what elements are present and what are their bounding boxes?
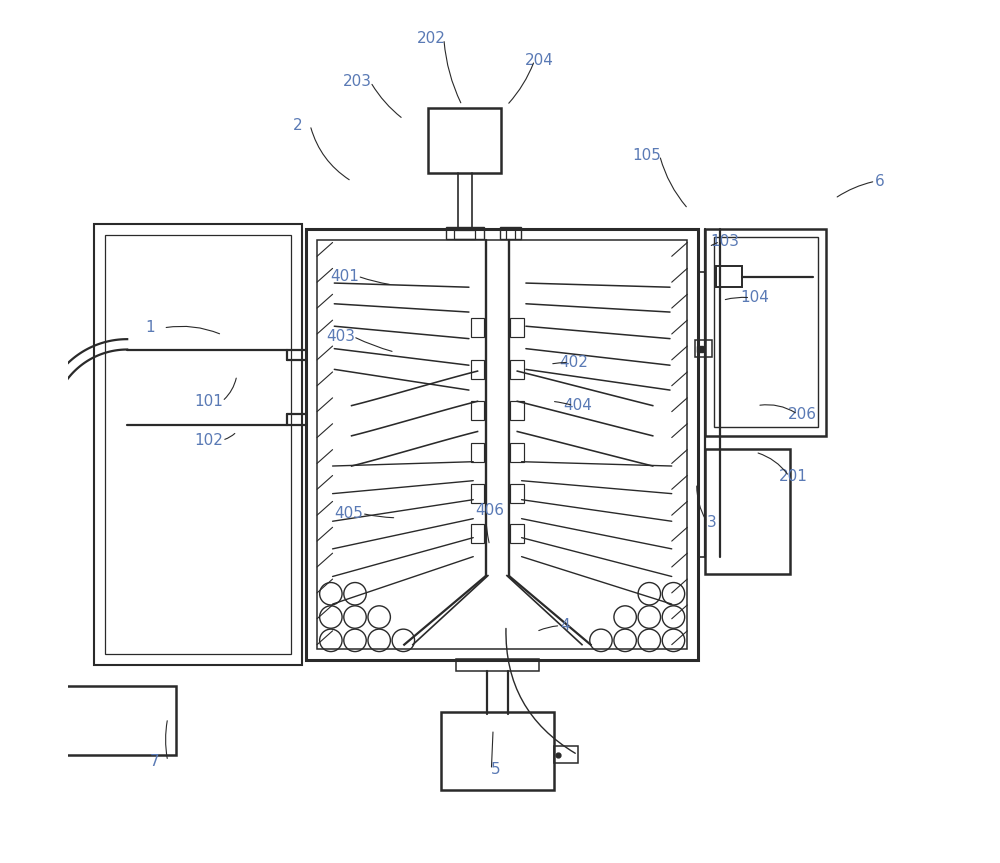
Bar: [705, 229, 826, 436]
Bar: [471, 443, 484, 462]
Bar: [317, 240, 687, 649]
Text: 101: 101: [195, 394, 224, 409]
Bar: [510, 524, 524, 543]
Bar: [456, 659, 539, 671]
Text: 404: 404: [563, 398, 592, 413]
Text: 206: 206: [788, 406, 817, 422]
Text: 201: 201: [779, 469, 808, 484]
Bar: [716, 266, 742, 287]
Text: 105: 105: [632, 148, 661, 163]
Bar: [510, 443, 524, 462]
Text: 2: 2: [292, 117, 302, 133]
Bar: [105, 235, 291, 654]
Bar: [471, 360, 484, 379]
Bar: [428, 108, 501, 173]
Text: 202: 202: [417, 31, 445, 47]
Text: 102: 102: [195, 432, 224, 448]
Bar: [510, 360, 524, 379]
Text: 7: 7: [150, 753, 160, 769]
Bar: [471, 484, 484, 503]
Bar: [714, 237, 818, 427]
Text: 405: 405: [335, 506, 363, 521]
Text: 406: 406: [475, 503, 504, 519]
Bar: [705, 449, 790, 574]
Bar: [454, 230, 475, 239]
Bar: [471, 318, 484, 337]
Text: 3: 3: [707, 514, 716, 530]
Bar: [37, 686, 176, 755]
Bar: [500, 227, 521, 239]
Bar: [306, 229, 698, 660]
Bar: [471, 401, 484, 420]
Text: 5: 5: [491, 762, 500, 778]
Text: 403: 403: [326, 329, 355, 344]
Bar: [446, 227, 484, 239]
Text: 104: 104: [740, 290, 769, 306]
Text: 401: 401: [330, 268, 359, 284]
Text: 402: 402: [559, 355, 588, 370]
Text: 103: 103: [710, 234, 739, 249]
Bar: [510, 318, 524, 337]
Bar: [94, 224, 302, 665]
Bar: [510, 484, 524, 503]
Bar: [510, 401, 524, 420]
Bar: [471, 524, 484, 543]
Bar: [695, 340, 712, 357]
Bar: [554, 746, 578, 764]
Text: 203: 203: [343, 74, 372, 90]
Text: 4: 4: [560, 618, 570, 633]
Text: 1: 1: [146, 320, 155, 336]
Text: 204: 204: [524, 53, 553, 68]
Bar: [441, 712, 554, 790]
Text: 6: 6: [875, 173, 885, 189]
Bar: [14, 712, 37, 731]
